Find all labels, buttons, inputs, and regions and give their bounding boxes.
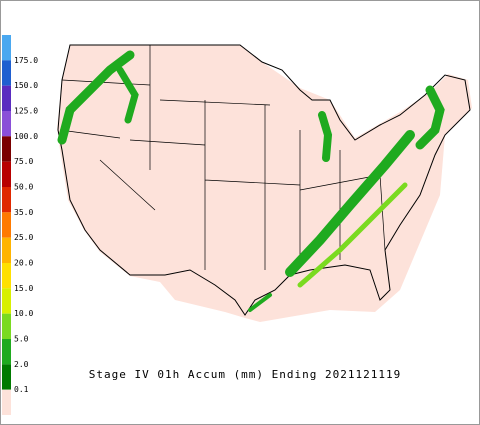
state-lines <box>59 45 386 270</box>
coverage <box>57 45 472 322</box>
color-swatch <box>2 364 11 390</box>
legend-label: 5.0 <box>14 335 29 344</box>
color-swatch <box>2 237 11 263</box>
legend-label: 15.0 <box>14 284 33 293</box>
legend-label: 125.0 <box>14 107 38 116</box>
legend-label: 0.1 <box>14 385 29 394</box>
color-swatch <box>2 389 11 415</box>
color-swatch <box>2 60 11 86</box>
precipitation <box>57 50 445 312</box>
color-swatch <box>2 212 11 238</box>
color-swatch <box>2 313 11 339</box>
color-swatch <box>2 111 11 137</box>
legend-label: 20.0 <box>14 259 33 268</box>
legend-label: 100.0 <box>14 132 38 141</box>
color-swatch <box>2 35 11 61</box>
legend-label: 175.0 <box>14 56 38 65</box>
legend-label: 2.0 <box>14 360 29 369</box>
color-swatch <box>2 136 11 162</box>
color-swatch <box>2 85 11 111</box>
legend-label: 150.0 <box>14 81 38 90</box>
color-swatch <box>2 187 11 213</box>
map-title: Stage IV 01h Accum (mm) Ending 202112111… <box>89 368 402 381</box>
color-swatch <box>2 263 11 289</box>
color-swatch <box>2 288 11 314</box>
legend-label: 25.0 <box>14 233 33 242</box>
color-swatch <box>2 339 11 365</box>
legend: 175.0 150.0 125.0 100.0 75.0 50.0 35.0 25.0 20.0… <box>2 35 38 415</box>
legend-label: 75.0 <box>14 157 33 166</box>
legend-label: 50.0 <box>14 183 33 192</box>
coastline <box>57 44 471 316</box>
legend-label: 35.0 <box>14 208 33 217</box>
color-swatch <box>2 161 11 187</box>
legend-label: 10.0 <box>14 309 33 318</box>
